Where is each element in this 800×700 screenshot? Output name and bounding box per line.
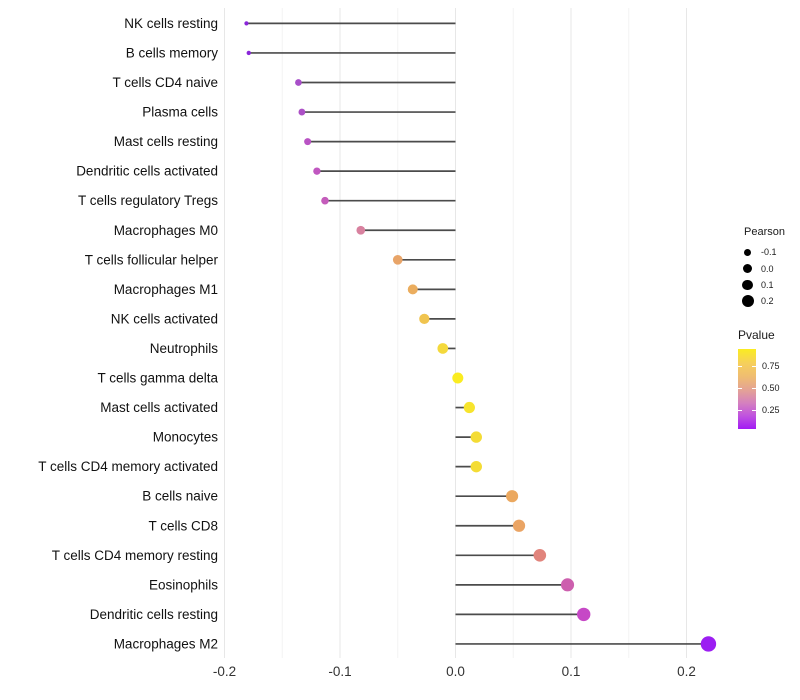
x-tick-label: -0.1 <box>328 664 351 679</box>
colorbar-gradient <box>738 348 756 429</box>
category-label: Mast cells activated <box>100 400 218 415</box>
category-label: T cells CD4 naive <box>112 75 218 90</box>
data-point <box>298 108 306 116</box>
legend-size-title: Pearson <box>744 226 785 238</box>
colorbar-tick-label: 0.50 <box>762 382 780 393</box>
category-label: T cells CD4 memory activated <box>38 459 218 474</box>
category-label: T cells CD8 <box>148 518 218 533</box>
legend-size-dot <box>741 295 754 308</box>
colorbar-tick-label: 0.75 <box>762 360 780 371</box>
legend-size-dot <box>743 264 752 274</box>
legend-size-label: 0.2 <box>761 296 774 307</box>
data-point <box>700 636 717 652</box>
data-point <box>577 607 591 622</box>
legend-size-label: -0.1 <box>761 247 777 258</box>
category-label: Mast cells resting <box>114 134 218 149</box>
category-label: T cells follicular helper <box>85 252 219 267</box>
category-label: Dendritic cells activated <box>76 164 218 179</box>
legend-size-row: -0.1 <box>738 244 800 260</box>
category-label: Dendritic cells resting <box>90 607 218 622</box>
category-label: T cells CD4 memory resting <box>52 548 218 563</box>
legend-size-dot-box <box>741 246 754 259</box>
data-point <box>506 490 519 503</box>
category-label: Macrophages M1 <box>114 282 218 297</box>
colorbar-tick <box>738 409 742 411</box>
x-tick-label: 0.2 <box>677 664 696 679</box>
legend-size-rows: -0.1 0.0 0.1 0.2 <box>738 244 800 310</box>
data-point <box>356 225 366 235</box>
category-label: Neutrophils <box>150 341 219 356</box>
colorbar-tick-label: 0.25 <box>762 404 780 415</box>
data-point <box>304 138 312 146</box>
colorbar-tick <box>752 387 756 389</box>
data-point <box>419 313 430 325</box>
data-point <box>321 196 329 205</box>
colorbar-tick <box>738 387 742 389</box>
category-label: Eosinophils <box>149 577 218 592</box>
legend-colorbar-wrap: 0.75 0.50 0.25 <box>738 348 800 431</box>
legend-size-dot-box <box>741 278 754 291</box>
colorbar-tick <box>738 365 742 367</box>
category-label: B cells memory <box>126 45 219 60</box>
data-point <box>437 343 449 354</box>
legend-size-row: 0.0 <box>738 260 800 276</box>
legend-color-title: Pvalue <box>738 327 775 342</box>
legend-size-row: 0.2 <box>738 293 800 309</box>
legend-size-label: 0.0 <box>761 263 774 274</box>
data-point <box>392 254 403 265</box>
data-point <box>470 460 482 473</box>
data-point <box>470 431 482 443</box>
legend: Pearson -0.1 0.0 0.1 0.2 Pvalue 0.75 0.50 0.2… <box>735 226 800 431</box>
data-point <box>463 401 475 414</box>
data-point <box>452 372 464 384</box>
x-tick-label: 0.0 <box>446 664 465 679</box>
x-tick-label: -0.2 <box>213 664 236 679</box>
data-point <box>295 79 302 86</box>
colorbar-tick <box>752 365 756 367</box>
legend-size-dot <box>744 248 751 256</box>
legend-size-dot-box <box>741 262 754 275</box>
legend-size-dot-box <box>741 295 754 308</box>
category-label: B cells naive <box>142 489 218 504</box>
category-label: Macrophages M0 <box>114 223 218 238</box>
category-label: Macrophages M2 <box>114 636 218 651</box>
category-label: T cells regulatory Tregs <box>78 193 218 208</box>
data-point <box>313 167 321 175</box>
data-point <box>533 548 547 562</box>
category-label: T cells gamma delta <box>97 371 218 386</box>
data-point <box>244 21 249 26</box>
data-point <box>560 578 575 592</box>
data-point <box>407 284 418 295</box>
data-point <box>512 519 526 532</box>
category-label: Monocytes <box>153 430 219 445</box>
category-label: NK cells activated <box>111 311 218 326</box>
category-label: Plasma cells <box>142 105 218 120</box>
legend-size-dot <box>742 279 753 291</box>
category-label: NK cells resting <box>124 16 218 31</box>
data-point <box>246 50 251 56</box>
legend-size-label: 0.1 <box>761 279 774 290</box>
x-tick-label: 0.1 <box>562 664 581 679</box>
legend-size-row: 0.1 <box>738 277 800 293</box>
colorbar-tick <box>752 409 756 411</box>
